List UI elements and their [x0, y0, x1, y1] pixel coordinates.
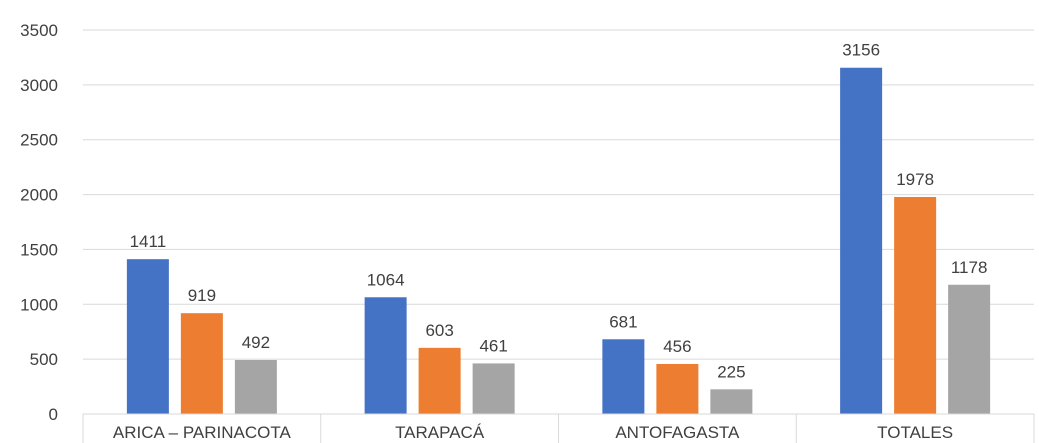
bar [364, 297, 407, 414]
x-category-label: TARAPACÁ [395, 423, 485, 442]
bars [126, 67, 991, 415]
bar [418, 347, 461, 414]
y-tick-label: 1500 [20, 240, 58, 259]
data-label: 1064 [367, 270, 405, 289]
data-label: 492 [242, 333, 270, 352]
y-tick-label: 3500 [20, 21, 58, 40]
bar [126, 259, 169, 414]
bar [602, 339, 645, 414]
y-tick-label: 1000 [20, 295, 58, 314]
bar [234, 360, 277, 414]
y-axis-tick-labels: 0 500 1000 1500 2000 2500 3000 3500 [20, 21, 58, 424]
bar [710, 389, 753, 414]
data-label: 681 [609, 312, 637, 331]
data-label: 225 [717, 362, 745, 381]
x-category-label: ANTOFAGASTA [615, 423, 740, 442]
data-label: 3156 [842, 41, 880, 60]
data-label: 456 [663, 337, 691, 356]
y-tick-label: 3000 [20, 76, 58, 95]
data-label: 603 [425, 321, 453, 340]
data-label: 1178 [951, 258, 988, 277]
x-category-label: TOTALES [877, 423, 953, 442]
data-label: 1411 [130, 232, 167, 251]
y-tick-label: 2500 [20, 131, 58, 150]
data-label: 1978 [896, 170, 934, 189]
bar [948, 284, 991, 414]
x-axis: ARICA – PARINACOTA TARAPACÁ ANTOFAGASTA TOT… [82, 413, 1035, 443]
x-category-label: ARICA – PARINACOTA [113, 423, 292, 442]
bar [894, 196, 937, 414]
bar [840, 67, 883, 415]
gridlines [83, 29, 1034, 360]
bar [472, 363, 515, 414]
data-labels: 1411 919 492 1064 603 461 681 456 225 3156 1978 117… [130, 41, 988, 382]
data-label: 919 [188, 286, 216, 305]
bar [656, 363, 699, 414]
y-tick-label: 0 [49, 405, 58, 424]
data-label: 461 [479, 336, 507, 355]
bar [180, 313, 223, 414]
y-tick-label: 500 [30, 350, 58, 369]
y-tick-label: 2000 [20, 186, 58, 205]
